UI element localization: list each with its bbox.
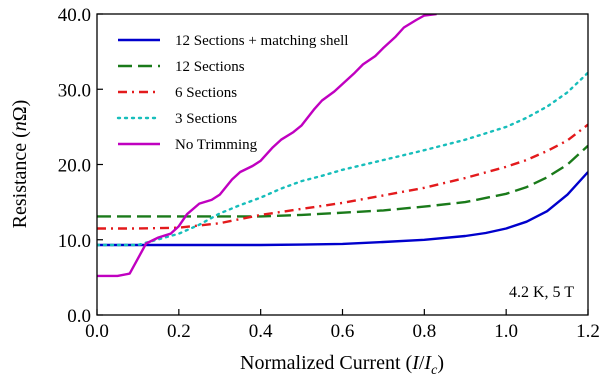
condition-annotation: 4.2 K, 5 T [509,284,574,301]
y-tick-label: 20.0 [58,156,91,177]
series-line-2 [97,144,588,218]
y-tick-label: 0.0 [67,306,91,327]
x-tick-label: 0.2 [167,321,191,342]
x-tick-label: 0.0 [85,321,109,342]
legend: 12 Sections + matching shell 12 Sections 6… [116,33,348,153]
legend-label-2: 12 Sections [175,59,245,75]
legend-label-1: 12 Sections + matching shell [175,33,348,49]
series-line-1 [97,171,588,247]
legend-label-3: 6 Sections [175,85,237,101]
y-tick-label: 30.0 [58,80,91,101]
legend-label-5: No Trimming [175,137,258,153]
series-line-4 [97,71,588,247]
legend-label-4: 3 Sections [175,111,237,127]
y-tick-label: 10.0 [58,231,91,252]
y-axis-title: Resistance (nΩ) [9,100,31,229]
series-line-5 [97,14,437,278]
x-axis-title: Normalized Current (I/Ic) [240,352,444,377]
x-tick-label: 1.2 [576,321,600,342]
y-tick-label: 40.0 [58,5,91,26]
x-tick-label: 0.4 [249,321,273,342]
x-tick-label: 1.0 [494,321,518,342]
x-tick-label: 0.8 [412,321,436,342]
x-tick-label: 0.6 [331,321,355,342]
